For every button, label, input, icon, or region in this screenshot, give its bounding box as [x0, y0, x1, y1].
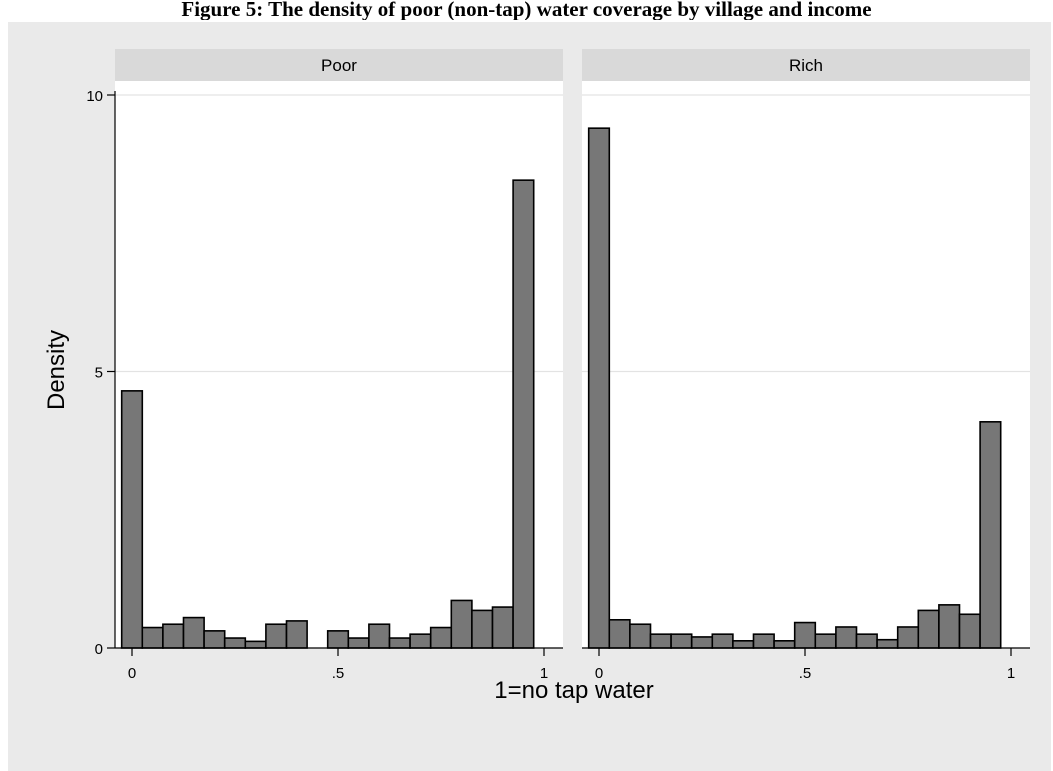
x-tick-label: 1	[540, 665, 548, 682]
histogram-bar	[752, 633, 775, 649]
histogram-bar	[244, 640, 267, 649]
histogram-bar	[285, 620, 308, 649]
histogram-bar	[711, 633, 734, 649]
histogram-bar	[203, 630, 226, 649]
x-tick-label: 1	[1007, 665, 1015, 682]
x-tick-label: 0	[128, 665, 136, 682]
histogram-bar	[773, 640, 796, 649]
histogram-bar	[814, 633, 837, 649]
histogram-bar	[608, 618, 631, 649]
histogram-bar	[670, 633, 693, 649]
strip-header	[115, 49, 563, 81]
histogram-bar	[265, 623, 288, 649]
histogram-bar	[649, 633, 672, 649]
histogram-bar	[793, 621, 817, 649]
histogram-bar	[896, 626, 920, 649]
y-axis-title: Density	[43, 330, 70, 410]
y-tick-label: 0	[95, 641, 103, 658]
x-axis-title: 1=no tap water	[494, 677, 653, 704]
strip-header	[582, 49, 1030, 81]
histogram-bar	[979, 421, 1002, 649]
histogram-bar	[347, 637, 370, 649]
histogram-bar	[512, 179, 535, 649]
histogram-bar	[450, 599, 473, 649]
histogram-bar	[326, 630, 350, 649]
histogram-bar	[368, 623, 391, 649]
x-tick-label: .5	[799, 665, 812, 682]
histogram-bar	[120, 390, 144, 649]
strip-label: Poor	[321, 56, 357, 75]
histogram-bar	[876, 638, 899, 649]
histogram-bar	[409, 633, 432, 649]
histogram-bar	[182, 616, 205, 649]
histogram-bar	[629, 623, 652, 649]
histogram-bar	[855, 633, 878, 649]
panel-rich: Rich 0 .5 1	[582, 49, 1030, 682]
histogram-bar	[690, 636, 714, 649]
y-tick-label: 5	[95, 365, 103, 382]
strip-label: Rich	[789, 56, 823, 75]
y-tick-label: 10	[86, 88, 103, 105]
histogram-bar	[938, 604, 961, 649]
histogram-bar	[835, 626, 858, 649]
histogram-bar	[141, 626, 164, 649]
figure-title: Figure 5: The density of poor (non-tap) …	[181, 0, 872, 20]
histogram-bar	[732, 640, 755, 649]
histogram-bar	[471, 609, 494, 649]
plot-area	[582, 81, 1030, 648]
histogram-bar	[162, 623, 185, 649]
histogram-bar	[429, 626, 453, 649]
plot-area	[115, 81, 563, 648]
histogram-bar	[587, 127, 611, 649]
x-tick-label: .5	[332, 665, 345, 682]
histogram-bar	[958, 613, 981, 649]
histogram-bar	[223, 637, 247, 649]
histogram-bar	[388, 637, 411, 649]
histogram-bar	[491, 606, 514, 649]
histogram-bar	[917, 609, 940, 649]
x-tick-label: 0	[595, 665, 603, 682]
